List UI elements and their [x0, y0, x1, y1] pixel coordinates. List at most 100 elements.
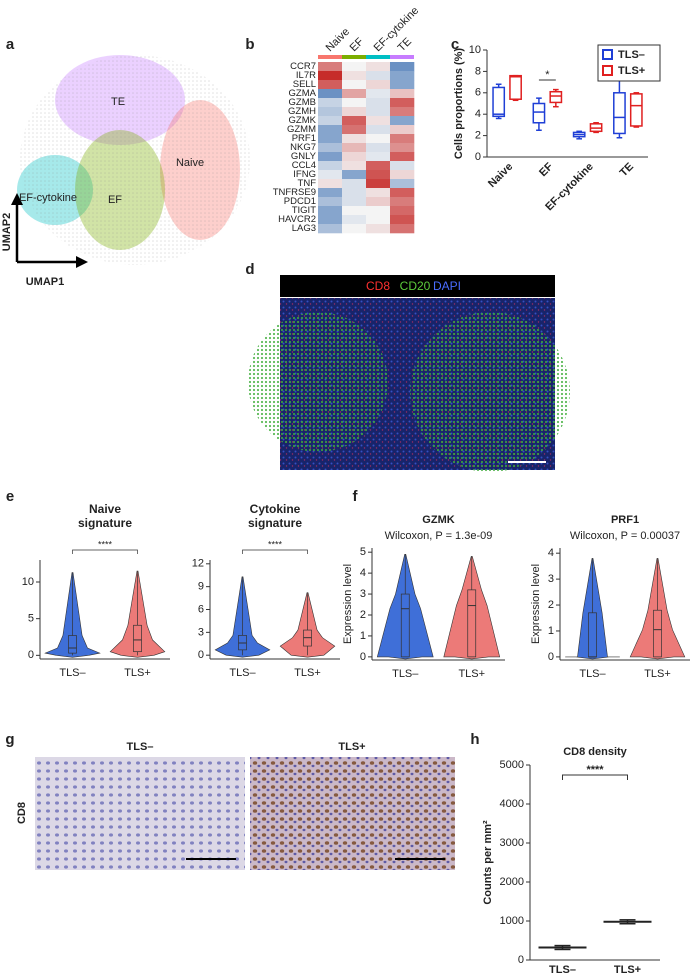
- heat-cell: [390, 179, 415, 189]
- heat-cell: [318, 206, 343, 216]
- heat-cell: [342, 206, 367, 216]
- row-label: SELL: [293, 79, 316, 90]
- y-tick-label: 4: [475, 108, 481, 120]
- significance-bracket: [242, 549, 308, 554]
- y-tick-label: 10: [22, 576, 34, 588]
- heat-cell: [390, 170, 415, 180]
- image-title: TLS+: [338, 741, 365, 753]
- x-tick-label: TLS+: [294, 667, 321, 679]
- fluorescence-image: [248, 275, 570, 472]
- chart-title: GZMK: [422, 514, 454, 526]
- heat-cell: [390, 107, 415, 117]
- heat-cell: [318, 62, 343, 72]
- chart-title: CD8 density: [563, 746, 627, 758]
- column-color: [366, 55, 390, 59]
- x-tick-label: TLS–: [549, 964, 576, 976]
- legend-label: TLS+: [618, 65, 645, 77]
- x-tick-label: TLS–: [392, 668, 419, 680]
- box: [613, 92, 626, 135]
- y-tick-label: 0: [518, 954, 524, 966]
- umap-plot: [11, 55, 250, 268]
- heat-cell: [318, 143, 343, 153]
- heat-cell: [366, 80, 391, 90]
- heat-cell: [366, 206, 391, 216]
- heat-cell: [366, 197, 391, 207]
- heat-cell: [318, 215, 343, 225]
- heat-cell: [390, 197, 415, 207]
- box: [653, 609, 662, 658]
- x-tick-label: TLS–: [59, 667, 86, 679]
- heat-cell: [342, 107, 367, 117]
- y-axis-label: Expression level: [530, 564, 542, 644]
- column-label: Naive: [324, 26, 352, 54]
- cluster-label: EF: [108, 194, 122, 206]
- chart-subtitle: Wilcoxon, P = 0.00037: [570, 530, 680, 542]
- row-label: HAVCR2: [278, 214, 316, 225]
- y-tick-label: 0: [198, 649, 204, 661]
- row-label: GZMA: [289, 88, 317, 99]
- heat-cell: [318, 107, 343, 117]
- heat-cell: [342, 116, 367, 126]
- heat-cell: [390, 98, 415, 108]
- heat-cell: [366, 71, 391, 81]
- y-tick-label: 4: [548, 547, 554, 559]
- row-label: GZMB: [289, 97, 316, 108]
- y-tick-label: 2000: [500, 876, 524, 888]
- heat-cell: [318, 98, 343, 108]
- row-label: TIGIT: [292, 205, 316, 216]
- y-axis-label: Counts per mm²: [482, 820, 494, 905]
- significance: ****: [586, 764, 604, 776]
- row-label: IL7R: [296, 70, 316, 81]
- heat-cell: [390, 143, 415, 153]
- x-tick-label: TLS–: [229, 667, 256, 679]
- y-tick-label: 0: [28, 649, 34, 661]
- y-tick-label: 4: [360, 567, 366, 579]
- x-tick-label: TLS+: [124, 667, 151, 679]
- y-tick-label: 1: [548, 625, 554, 637]
- box: [549, 90, 563, 104]
- heat-cell: [390, 206, 415, 216]
- y-axis-label: UMAP2: [1, 213, 13, 252]
- box: [532, 102, 546, 124]
- heat-cell: [390, 215, 415, 225]
- heat-cell: [390, 80, 415, 90]
- heat-cell: [390, 62, 415, 72]
- y-tick-label: 3: [360, 588, 366, 600]
- panel-letter: f: [353, 488, 359, 505]
- panel-letter: c: [451, 36, 459, 53]
- row-label: CCL4: [292, 160, 316, 171]
- heat-cell: [390, 152, 415, 162]
- heat-cell: [318, 134, 343, 144]
- channel-label: DAPI: [433, 279, 461, 293]
- box: [467, 589, 477, 658]
- heat-cell: [366, 62, 391, 72]
- y-tick-label: 5000: [500, 759, 524, 771]
- heat-cell: [318, 125, 343, 135]
- row-label: GZMK: [289, 115, 317, 126]
- row-label: NKG7: [290, 142, 316, 153]
- heat-cell: [390, 224, 415, 234]
- row-label: IFNG: [293, 169, 316, 180]
- column-label: EF: [348, 36, 367, 55]
- heat-cell: [366, 170, 391, 180]
- cluster-label: TE: [111, 96, 125, 108]
- legend-label: TLS–: [618, 49, 645, 61]
- heat-cell: [342, 152, 367, 162]
- column-label: TE: [396, 36, 414, 54]
- heat-cell: [342, 161, 367, 171]
- y-tick-label: 10: [469, 44, 481, 56]
- row-label: TNFRSE9: [273, 187, 316, 198]
- row-label: CD8: [16, 802, 28, 824]
- row-label: PDCD1: [284, 196, 316, 207]
- heat-cell: [342, 98, 367, 108]
- heat-cell: [366, 224, 391, 234]
- heat-cell: [366, 152, 391, 162]
- panel-letter: g: [5, 731, 14, 748]
- heat-cell: [318, 71, 343, 81]
- heat-cell: [390, 125, 415, 135]
- heat-cell: [342, 71, 367, 81]
- y-tick-label: 3: [548, 573, 554, 585]
- box: [509, 74, 522, 100]
- significance-bracket: [72, 549, 138, 554]
